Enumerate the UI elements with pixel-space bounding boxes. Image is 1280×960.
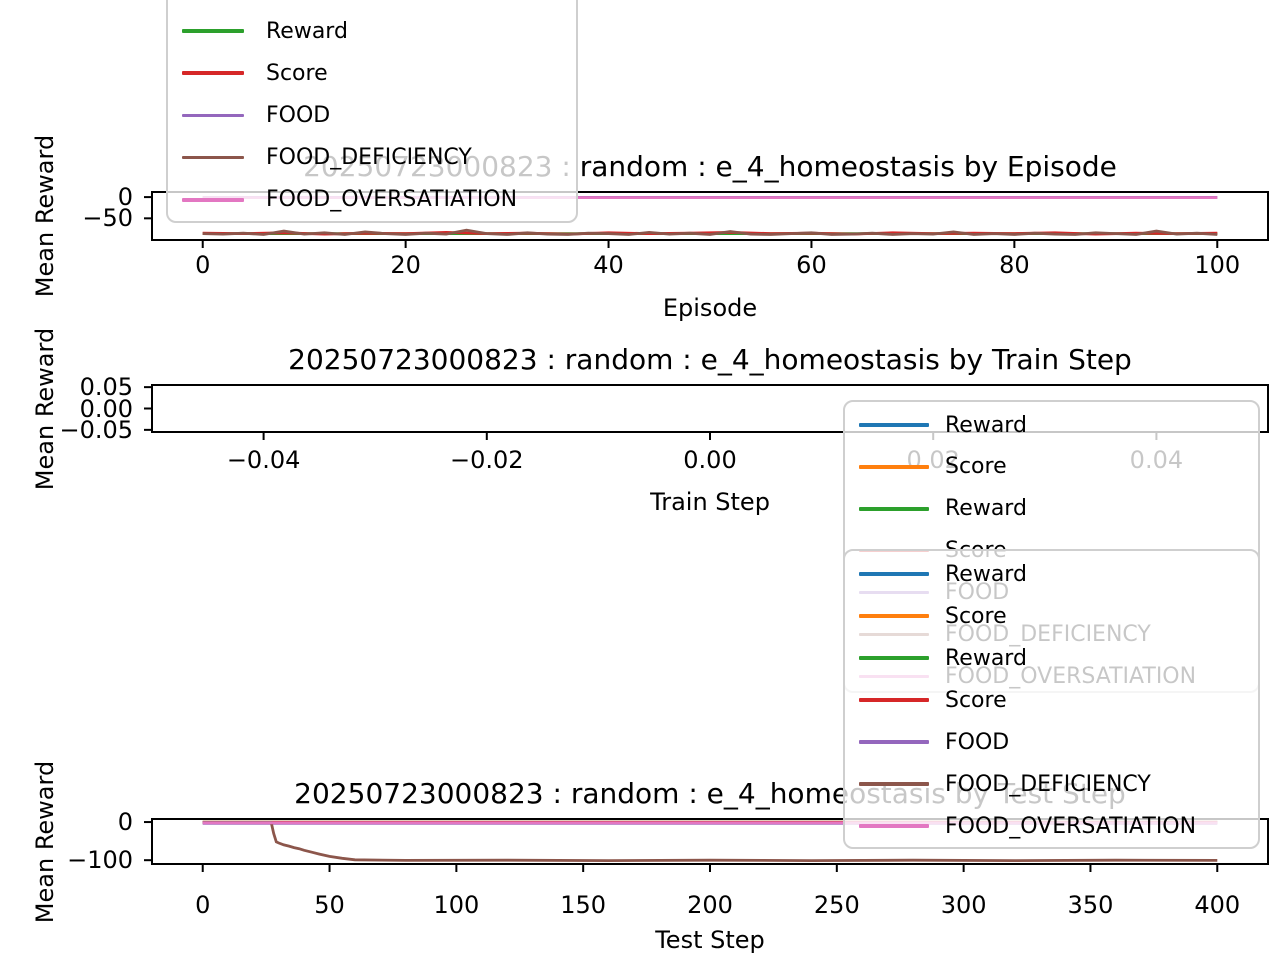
series-line-food_deficiency bbox=[202, 821, 1218, 862]
y-tick-label: 0 bbox=[117, 183, 133, 212]
legend-entry-label: Score bbox=[945, 687, 1007, 713]
legend-entry: FOOD_DEFICIENCY bbox=[859, 763, 1151, 805]
legend-line-sample bbox=[182, 198, 244, 202]
legend-entry: FOOD_DEFICIENCY bbox=[182, 137, 472, 179]
y-tick-label: −100 bbox=[67, 846, 133, 875]
x-tick-label: 0 bbox=[195, 891, 211, 919]
x-tick-label: 20 bbox=[390, 251, 421, 279]
legend-top-left: Reward Score FOOD FOOD_DEFICIENCY FOOD_OVERS… bbox=[166, 0, 578, 223]
legend-line-sample bbox=[859, 656, 929, 660]
legend-entry-label: Reward bbox=[266, 18, 348, 44]
legend-entry: FOOD bbox=[859, 721, 1009, 763]
legend-entry-label: FOOD_DEFICIENCY bbox=[945, 771, 1151, 797]
x-tick-label: 150 bbox=[560, 891, 607, 919]
y-tick-label: 0.00 bbox=[79, 394, 133, 423]
legend-entry: Reward bbox=[859, 488, 1027, 530]
legend-entry: Reward bbox=[859, 553, 1027, 595]
x-tick-label: 100 bbox=[433, 891, 480, 919]
legend-entry-label: FOOD_DEFICIENCY bbox=[266, 145, 472, 171]
x-tick-label: 200 bbox=[687, 891, 733, 919]
legend-line-sample bbox=[182, 155, 244, 160]
legend-entry: Reward bbox=[182, 10, 348, 52]
plot3-xlabel: Test Step bbox=[655, 926, 765, 954]
y-tick-label: 0 bbox=[117, 808, 133, 837]
legend-entry-label: FOOD_OVERSATIATION bbox=[266, 187, 518, 213]
legend-entry-label: FOOD_OVERSATIATION bbox=[945, 813, 1197, 839]
x-tick-label: 50 bbox=[314, 891, 345, 919]
legend-line-sample bbox=[182, 113, 244, 118]
x-tick-label: 350 bbox=[1067, 891, 1114, 919]
legend-entry-label: Score bbox=[945, 454, 1007, 480]
plot1-frame bbox=[151, 191, 1269, 241]
legend-entry-label: FOOD bbox=[266, 102, 331, 128]
legend-entry-label: Reward bbox=[945, 645, 1027, 671]
plot3-ylabel: Mean Reward bbox=[31, 760, 59, 923]
legend-entry: FOOD_OVERSATIATION bbox=[182, 179, 517, 221]
legend-right-lower: Reward Score Reward Score FOOD FOOD_DEFICIENC… bbox=[843, 549, 1260, 849]
legend-line-sample bbox=[859, 740, 929, 744]
y-tick-label: 0.05 bbox=[79, 373, 133, 402]
legend-entry: FOOD bbox=[182, 94, 330, 136]
x-tick-label: 300 bbox=[940, 891, 987, 919]
plot2-title: 20250723000823 : random : e_4_homeostasi… bbox=[288, 343, 1132, 376]
legend-entry: Reward bbox=[859, 637, 1027, 679]
legend-entry: Score bbox=[182, 52, 328, 94]
legend-entry: Score bbox=[859, 446, 1007, 488]
x-tick-label: 250 bbox=[813, 891, 860, 919]
x-tick-label: −0.02 bbox=[450, 446, 524, 474]
legend-entry-label: Score bbox=[266, 60, 328, 86]
legend-line-sample bbox=[859, 572, 929, 576]
legend-entry: Score bbox=[859, 679, 1007, 721]
x-tick-label: 400 bbox=[1194, 891, 1241, 919]
legend-line-sample bbox=[182, 29, 244, 33]
legend-entry: Score bbox=[859, 595, 1007, 637]
legend-line-sample bbox=[859, 507, 929, 511]
plot2-xlabel: Train Step bbox=[650, 488, 770, 516]
x-tick-label: −0.04 bbox=[226, 446, 301, 474]
legend-line-sample bbox=[182, 71, 244, 75]
legend-line-sample bbox=[859, 614, 929, 618]
series-line-food_deficiency bbox=[202, 228, 1218, 236]
legend-line-sample bbox=[859, 423, 929, 427]
x-tick-label: 100 bbox=[1194, 251, 1241, 279]
legend-entry-label: FOOD bbox=[945, 729, 1010, 755]
legend-line-sample bbox=[859, 465, 929, 469]
x-tick-label: 60 bbox=[796, 251, 827, 279]
legend-line-sample bbox=[859, 824, 929, 828]
y-tick-label: −50 bbox=[82, 204, 133, 233]
x-tick-label: 0.00 bbox=[683, 446, 737, 474]
legend-entry: FOOD_OVERSATIATION bbox=[859, 805, 1196, 847]
plot2-axes bbox=[144, 384, 1269, 440]
legend-entry-label: Reward bbox=[945, 561, 1027, 587]
legend-entry: Reward bbox=[859, 404, 1027, 446]
y-tick-label: −0.05 bbox=[59, 415, 133, 444]
legend-line-sample bbox=[859, 698, 929, 702]
legend-line-sample bbox=[859, 782, 929, 786]
legend-entry-label: Reward bbox=[945, 496, 1027, 522]
x-tick-label: 80 bbox=[999, 251, 1030, 279]
x-tick-label: 40 bbox=[593, 251, 624, 279]
plot1-xlabel: Episode bbox=[662, 294, 758, 322]
x-tick-label: 0 bbox=[195, 251, 211, 279]
legend-entry-label: Score bbox=[945, 603, 1007, 629]
legend-entry-label: Reward bbox=[945, 412, 1027, 438]
